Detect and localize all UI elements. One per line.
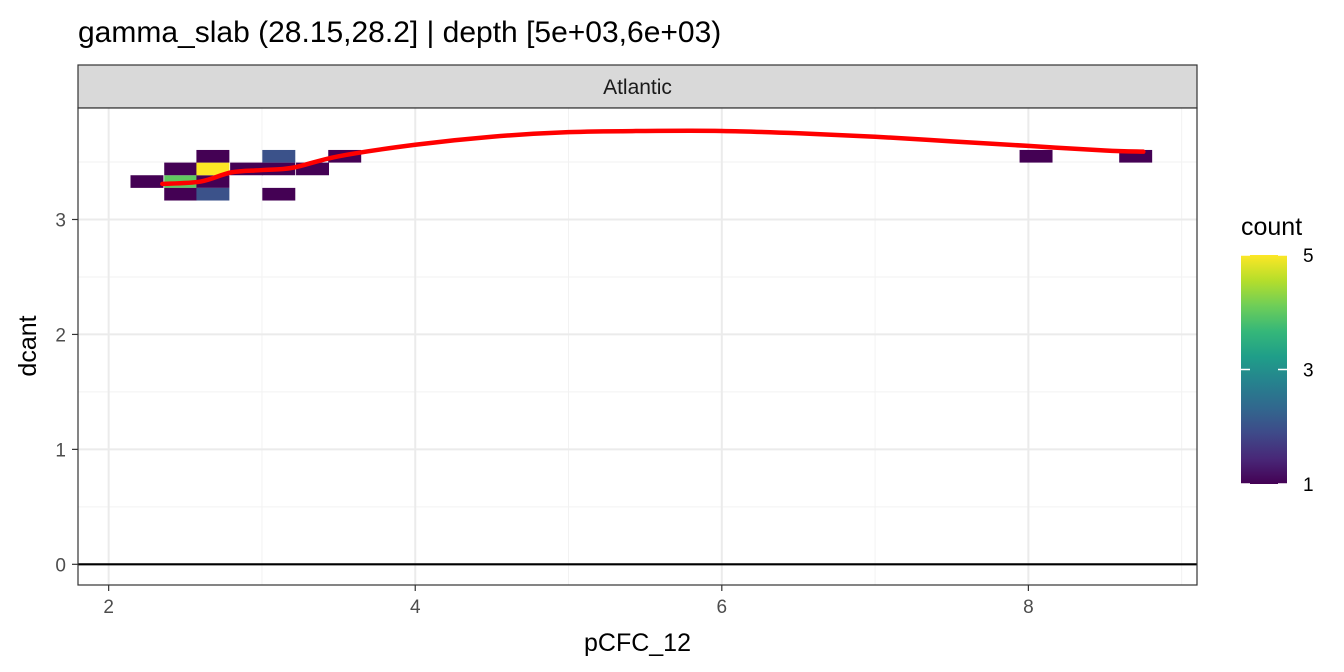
y-tick-label: 3 — [55, 210, 66, 231]
x-tick-label: 2 — [103, 597, 114, 618]
legend-title: count — [1241, 213, 1302, 241]
heatmap-bin — [130, 175, 164, 188]
x-tick-label: 4 — [410, 597, 421, 618]
y-tick-label: 0 — [55, 555, 66, 576]
heatmap-bin — [164, 162, 198, 176]
heatmap-bin — [196, 187, 230, 201]
legend-break-label: 3 — [1303, 361, 1314, 382]
legend-break-label: 5 — [1303, 246, 1314, 267]
heatmap-bin — [196, 149, 230, 163]
heatmap-bin — [164, 187, 198, 201]
smooth-curve — [160, 128, 1146, 187]
heatmap-bin — [1019, 149, 1053, 163]
x-axis-title: pCFC_12 — [584, 629, 691, 657]
heatmap-bin — [262, 149, 296, 163]
plot-panel-border — [77, 107, 1198, 586]
heatmap-bin — [196, 162, 230, 176]
plot-panel — [78, 108, 1197, 585]
facet-strip-label: Atlantic — [603, 76, 672, 99]
legend-break-label: 1 — [1303, 475, 1314, 496]
x-tick-label: 8 — [1023, 597, 1034, 618]
y-axis: 0 1 2 3 — [55, 210, 78, 576]
smooth-trend-line — [160, 128, 1146, 187]
facet-strip — [77, 64, 1198, 109]
color-legend: count 1 3 5 — [1241, 213, 1314, 496]
x-tick-label: 6 — [717, 597, 728, 618]
y-tick-label: 1 — [55, 440, 66, 461]
chart-title: gamma_slab (28.15,28.2] | depth [5e+03,6… — [78, 16, 721, 49]
x-axis: 2 4 6 8 — [103, 585, 1034, 618]
heatmap-bin — [262, 187, 296, 201]
y-tick-label: 2 — [55, 325, 66, 346]
y-axis-title: dcant — [14, 315, 42, 376]
